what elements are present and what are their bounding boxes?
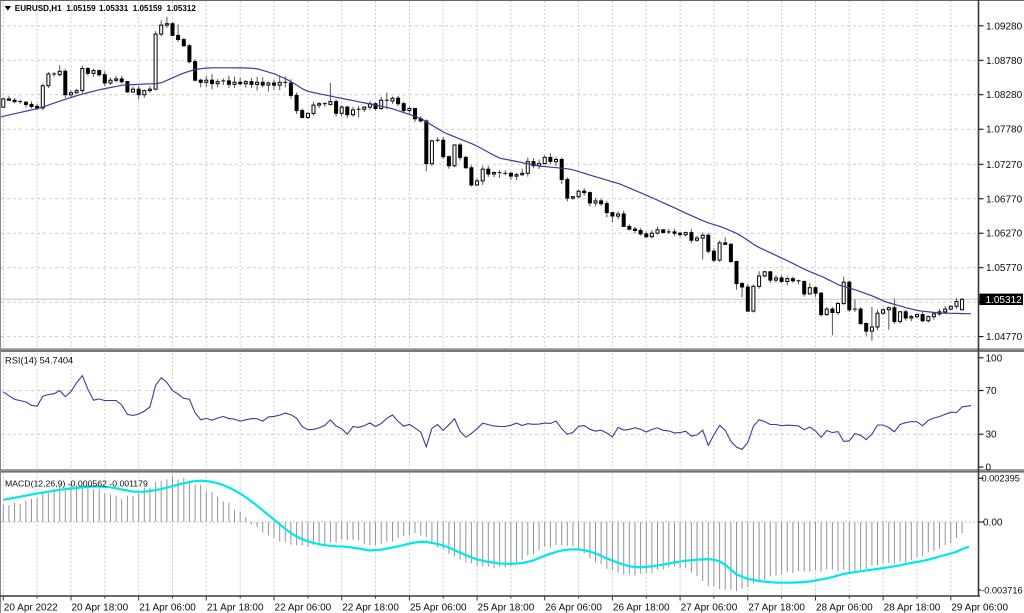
svg-text:25 Apr 06:00: 25 Apr 06:00	[410, 603, 467, 613]
svg-text:28 Apr 06:00: 28 Apr 06:00	[816, 603, 873, 613]
svg-text:29 Apr 06:00: 29 Apr 06:00	[951, 603, 1008, 613]
svg-text:1.05770: 1.05770	[986, 263, 1023, 274]
svg-text:1.05159: 1.05159	[133, 4, 163, 13]
svg-text:0.00: 0.00	[983, 518, 1003, 529]
svg-text:28 Apr 18:00: 28 Apr 18:00	[884, 603, 941, 613]
svg-text:1.05312: 1.05312	[167, 4, 197, 13]
svg-text:1.05312: 1.05312	[986, 295, 1023, 306]
svg-text:1.05331: 1.05331	[99, 4, 129, 13]
svg-text:MACD(12,26,9) -0.000562 -0.001: MACD(12,26,9) -0.000562 -0.001179	[5, 479, 148, 489]
svg-text:20 Apr 2022: 20 Apr 2022	[4, 603, 58, 613]
svg-text:1.07780: 1.07780	[986, 125, 1023, 136]
svg-text:20 Apr 18:00: 20 Apr 18:00	[71, 603, 128, 613]
svg-text:EURUSD,H1: EURUSD,H1	[15, 4, 62, 13]
svg-text:1.09280: 1.09280	[986, 21, 1023, 32]
svg-text:100: 100	[986, 353, 1003, 364]
svg-text:1.07270: 1.07270	[986, 160, 1023, 171]
svg-text:30: 30	[986, 430, 998, 441]
svg-text:22 Apr 18:00: 22 Apr 18:00	[342, 603, 399, 613]
svg-text:1.04770: 1.04770	[986, 332, 1023, 343]
svg-text:1.05159: 1.05159	[66, 4, 96, 13]
svg-text:0: 0	[986, 463, 992, 474]
svg-text:21 Apr 06:00: 21 Apr 06:00	[139, 603, 196, 613]
svg-text:22 Apr 06:00: 22 Apr 06:00	[275, 603, 332, 613]
svg-text:27 Apr 18:00: 27 Apr 18:00	[748, 603, 805, 613]
svg-text:70: 70	[986, 386, 998, 397]
svg-text:-0.003716: -0.003716	[981, 586, 1022, 596]
svg-text:1.08280: 1.08280	[986, 90, 1023, 101]
svg-text:25 Apr 18:00: 25 Apr 18:00	[478, 603, 535, 613]
svg-text:21 Apr 18:00: 21 Apr 18:00	[207, 603, 264, 613]
svg-text:1.06270: 1.06270	[986, 229, 1023, 240]
svg-text:1.06770: 1.06770	[986, 194, 1023, 205]
svg-text:27 Apr 06:00: 27 Apr 06:00	[681, 603, 738, 613]
svg-text:26 Apr 06:00: 26 Apr 06:00	[545, 603, 602, 613]
svg-text:0.002395: 0.002395	[982, 474, 1020, 484]
svg-text:1.08780: 1.08780	[986, 56, 1023, 67]
svg-text:26 Apr 18:00: 26 Apr 18:00	[613, 603, 670, 613]
svg-text:RSI(14) 54.7404: RSI(14) 54.7404	[5, 356, 73, 366]
